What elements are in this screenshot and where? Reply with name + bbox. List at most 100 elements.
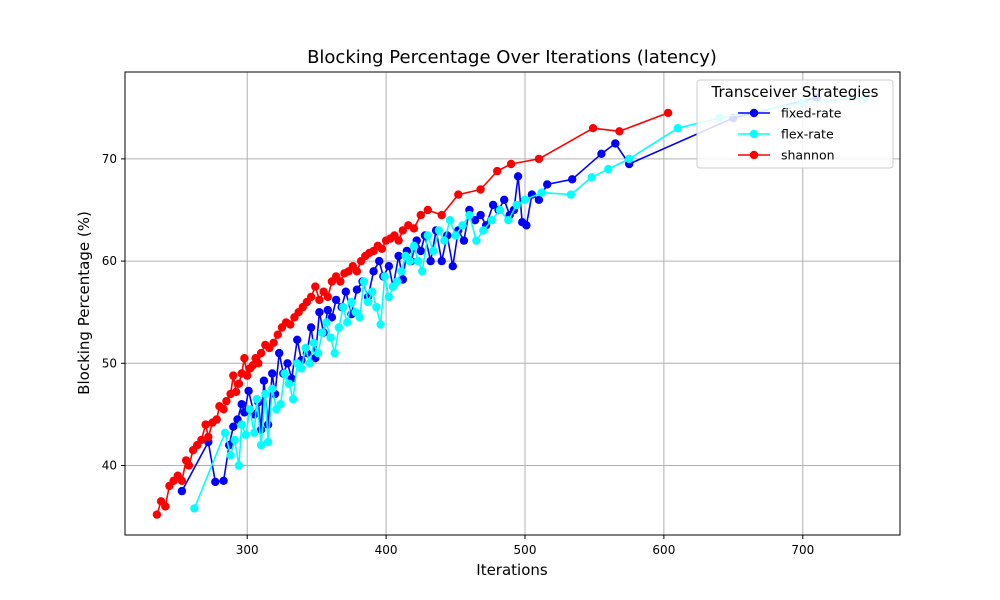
- legend-entries: fixed-rate flex-rate shannon: [738, 106, 842, 163]
- data-point-shannon: [161, 502, 170, 511]
- data-point-flex-rate: [423, 231, 432, 240]
- legend-label-shannon: shannon: [781, 148, 835, 163]
- data-point-shannon: [323, 292, 332, 302]
- data-point-flex-rate: [512, 200, 521, 210]
- data-point-shannon: [184, 461, 194, 470]
- data-point-fixed-rate: [500, 195, 509, 204]
- chart-title: Blocking Percentage Over Iterations (lat…: [307, 47, 717, 68]
- data-point-flex-rate: [245, 405, 255, 414]
- data-point-shannon: [377, 244, 387, 253]
- data-point-shannon: [256, 348, 266, 358]
- data-point-shannon: [398, 226, 407, 235]
- data-point-flex-rate: [451, 231, 460, 240]
- y-tick-label: 70: [102, 152, 117, 166]
- data-point-fixed-rate: [177, 486, 187, 496]
- data-point-flex-rate: [673, 124, 682, 133]
- data-point-flex-rate: [520, 195, 530, 204]
- data-point-shannon: [243, 371, 252, 380]
- data-point-flex-rate: [343, 318, 352, 327]
- y-tick-label: 40: [102, 458, 117, 472]
- data-point-flex-rate: [418, 267, 427, 276]
- data-point-flex-rate: [429, 246, 438, 256]
- data-point-flex-rate: [261, 389, 270, 399]
- data-point-flex-rate: [338, 302, 348, 312]
- legend-label-fixed-rate: fixed-rate: [781, 106, 842, 121]
- data-point-flex-rate: [479, 226, 488, 235]
- data-point-flex-rate: [237, 420, 246, 429]
- legend-entry-fixed-rate: fixed-rate: [738, 106, 842, 121]
- data-point-flex-rate: [297, 364, 306, 373]
- data-point-shannon: [231, 387, 241, 397]
- data-point-shannon: [454, 190, 463, 199]
- data-point-shannon: [286, 320, 295, 329]
- data-point-shannon: [240, 354, 249, 363]
- data-point-fixed-rate: [437, 256, 446, 266]
- data-point-fixed-rate: [543, 180, 552, 189]
- data-point-shannon: [177, 476, 187, 485]
- data-point-flex-rate: [190, 504, 199, 513]
- data-point-fixed-rate: [283, 359, 292, 368]
- data-point-flex-rate: [226, 451, 235, 460]
- data-point-flex-rate: [495, 205, 505, 215]
- data-point-flex-rate: [368, 287, 377, 296]
- data-point-fixed-rate: [597, 149, 606, 158]
- data-point-shannon: [273, 330, 282, 339]
- legend-marker-fixed-rate: [749, 108, 759, 118]
- data-point-shannon: [219, 405, 228, 414]
- data-point-shannon: [269, 338, 278, 347]
- data-point-flex-rate: [458, 221, 467, 230]
- data-point-shannon: [663, 108, 673, 118]
- data-point-shannon: [352, 267, 362, 276]
- data-point-flex-rate: [445, 216, 455, 225]
- data-point-flex-rate: [405, 256, 414, 266]
- data-point-shannon: [437, 210, 446, 220]
- series-shannon: [152, 108, 673, 519]
- legend-title: Transceiver Strategies: [711, 83, 879, 101]
- data-point-flex-rate: [487, 216, 496, 225]
- plot-frame: [124, 71, 901, 536]
- data-point-shannon: [409, 224, 419, 233]
- data-point-fixed-rate: [375, 256, 384, 266]
- data-point-flex-rate: [280, 369, 289, 378]
- data-point-flex-rate: [363, 297, 373, 307]
- data-point-fixed-rate: [476, 210, 485, 220]
- data-point-flex-rate: [268, 384, 277, 393]
- data-point-flex-rate: [288, 394, 298, 404]
- data-point-flex-rate: [313, 348, 323, 358]
- legend-marker-flex-rate: [749, 129, 759, 139]
- data-point-flex-rate: [504, 216, 513, 225]
- data-point-flex-rate: [604, 164, 613, 174]
- y-tick-label: 60: [102, 254, 117, 268]
- x-tick-label: 500: [514, 543, 537, 557]
- data-point-shannon: [212, 415, 221, 424]
- data-point-fixed-rate: [568, 175, 577, 184]
- legend: Transceiver Strategies fixed-rate flex-ra…: [696, 79, 894, 169]
- legend-entry-shannon: shannon: [738, 148, 835, 163]
- data-point-fixed-rate: [275, 348, 284, 358]
- data-point-flex-rate: [263, 437, 273, 447]
- data-point-flex-rate: [537, 188, 546, 197]
- y-tick-label: 50: [102, 356, 117, 370]
- data-point-flex-rate: [355, 313, 364, 322]
- data-point-flex-rate: [252, 394, 262, 404]
- data-point-flex-rate: [322, 318, 331, 327]
- data-point-flex-rate: [256, 440, 266, 450]
- data-point-fixed-rate: [323, 305, 332, 315]
- data-point-flex-rate: [284, 379, 294, 388]
- data-point-shannon: [615, 127, 624, 136]
- data-point-flex-rate: [301, 343, 310, 353]
- data-point-flex-rate: [409, 241, 419, 250]
- x-tick-label: 300: [236, 543, 259, 557]
- data-point-fixed-rate: [448, 262, 457, 271]
- data-point-shannon: [201, 420, 210, 429]
- data-point-fixed-rate: [327, 313, 337, 322]
- series-layer: [152, 93, 870, 519]
- data-point-shannon: [493, 166, 502, 176]
- data-point-shannon: [423, 205, 432, 215]
- data-point-fixed-rate: [611, 139, 620, 148]
- data-point-flex-rate: [241, 430, 250, 439]
- data-point-fixed-rate: [211, 477, 220, 487]
- data-point-fixed-rate: [293, 335, 302, 344]
- data-point-fixed-rate: [534, 195, 544, 204]
